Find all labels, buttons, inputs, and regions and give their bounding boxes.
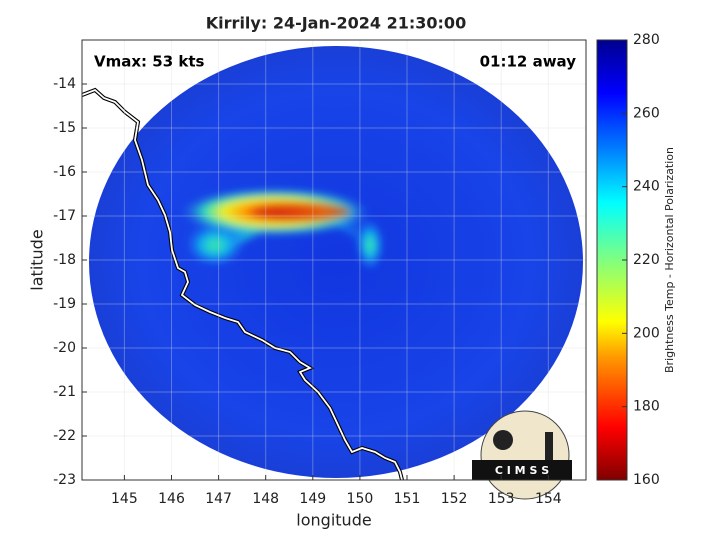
x-tick-label: 151	[394, 491, 421, 507]
logo: C I M S S	[472, 410, 572, 500]
colorbar-tick-label: 180	[633, 399, 660, 415]
y-tick-label: -17	[53, 208, 76, 224]
logo-tower	[545, 432, 553, 460]
colorbar-tick-label: 220	[633, 252, 660, 268]
cloud-patch	[185, 223, 245, 267]
y-tick-label: -23	[53, 472, 76, 488]
logo-dish	[493, 430, 513, 450]
colorbar-label: Brightness Temp - Horizontal Polarizatio…	[663, 147, 676, 373]
scan-disk	[89, 46, 583, 478]
colorbar-tick-label: 240	[633, 179, 660, 195]
cloud-core	[250, 202, 350, 222]
y-tick-label: -18	[53, 252, 76, 268]
x-tick-label: 146	[158, 491, 185, 507]
y-tick-label: -19	[53, 296, 76, 312]
x-tick-label: 145	[111, 491, 138, 507]
x-tick-label: 150	[347, 491, 374, 507]
colorbar-tick-label: 200	[633, 325, 660, 341]
colorbar-tick-label: 280	[633, 32, 660, 48]
satellite-image	[82, 46, 583, 480]
cloud-patch	[356, 219, 384, 271]
x-tick-label: 147	[205, 491, 232, 507]
logo-disk	[480, 410, 570, 500]
x-tick-label: 154	[535, 491, 562, 507]
coastline	[82, 88, 403, 480]
logo-bar	[472, 460, 572, 480]
y-tick-label: -16	[53, 164, 76, 180]
y-tick-label: -14	[53, 76, 76, 92]
colorbar-tick-label: 260	[633, 105, 660, 121]
x-axis-label: longitude	[296, 511, 371, 530]
y-axis-label: latitude	[28, 229, 47, 290]
time-away-label: 01:12 away	[480, 53, 577, 71]
y-tick-label: -21	[53, 384, 76, 400]
x-tick-label: 149	[299, 491, 326, 507]
x-tick-label: 152	[441, 491, 468, 507]
vmax-label: Vmax: 53 kts	[94, 53, 204, 71]
y-tick-label: -22	[53, 428, 76, 444]
logo-text: C I M S S	[495, 464, 549, 477]
y-tick-label: -15	[53, 120, 76, 136]
x-tick-label: 153	[488, 491, 515, 507]
x-tick-label: 148	[252, 491, 279, 507]
title: Kirrily: 24-Jan-2024 21:30:00	[206, 14, 466, 33]
colorbar-tick-label: 160	[633, 472, 660, 488]
y-tick-label: -20	[53, 340, 76, 356]
